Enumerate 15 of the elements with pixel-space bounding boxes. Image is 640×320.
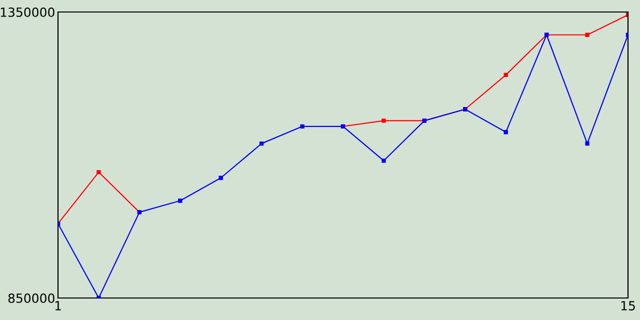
x-tick-label: 15 (621, 301, 635, 310)
point (504, 72, 508, 78)
point (585, 141, 590, 146)
point (382, 118, 386, 123)
point (96, 170, 101, 174)
point (585, 32, 590, 37)
point (504, 130, 508, 134)
point (218, 176, 223, 180)
point (178, 198, 182, 203)
point (300, 124, 304, 128)
x-tick-label: 1 (55, 301, 61, 310)
point (382, 158, 386, 163)
y-tick-label: 1350000 (0, 7, 54, 17)
point (259, 141, 264, 146)
y-tick-label: 850000 (8, 293, 54, 303)
